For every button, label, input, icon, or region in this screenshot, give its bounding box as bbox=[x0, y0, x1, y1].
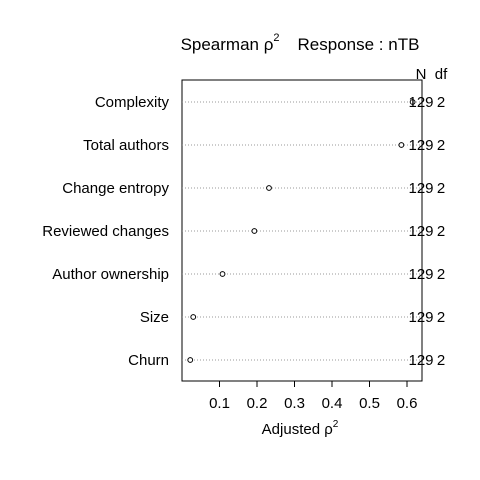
df-value: 2 bbox=[437, 309, 445, 326]
chart-title: Spearman ρ2 Response : nTB bbox=[181, 32, 420, 54]
row-label: Author ownership bbox=[52, 266, 169, 283]
row-label: Complexity bbox=[95, 94, 170, 111]
n-value: 129 bbox=[408, 266, 433, 283]
row-label: Total authors bbox=[83, 137, 169, 154]
n-value: 129 bbox=[408, 137, 433, 154]
row-label: Size bbox=[140, 309, 169, 326]
data-point bbox=[190, 314, 197, 320]
n-value: 129 bbox=[408, 352, 433, 369]
df-value: 2 bbox=[437, 352, 445, 369]
df-value: 2 bbox=[437, 180, 445, 197]
x-axis: 0.1 0.2 0.3 0.4 0.5 0.6 bbox=[209, 380, 418, 412]
x-axis-label: Adjusted ρ2 bbox=[262, 419, 339, 438]
x-tick-label: 0.5 bbox=[359, 395, 380, 412]
column-header-df: df bbox=[435, 66, 448, 83]
n-value: 129 bbox=[408, 309, 433, 326]
column-header-n: N bbox=[416, 66, 427, 83]
df-value: 2 bbox=[437, 137, 445, 154]
row-label: Change entropy bbox=[62, 180, 169, 197]
df-value: 2 bbox=[437, 223, 445, 240]
data-point bbox=[398, 142, 405, 148]
x-axis-label-superscript: 2 bbox=[333, 419, 339, 430]
x-axis-label-base: Adjusted ρ bbox=[262, 421, 333, 438]
data-point bbox=[266, 185, 272, 191]
n-value: 129 bbox=[408, 180, 433, 197]
data-points bbox=[187, 99, 416, 363]
row-labels: Complexity Total authors Change entropy Rev… bbox=[42, 94, 169, 369]
x-tick-label: 0.1 bbox=[209, 395, 230, 412]
chart-title-response: Response : nTB bbox=[298, 35, 420, 54]
chart-title-prefix: Spearman ρ bbox=[181, 35, 274, 54]
x-tick-label: 0.3 bbox=[284, 395, 305, 412]
row-label: Reviewed changes bbox=[42, 223, 169, 240]
data-point bbox=[219, 271, 226, 277]
grid-lines bbox=[182, 101, 422, 361]
chart-title-superscript: 2 bbox=[273, 32, 279, 44]
df-value: 2 bbox=[437, 94, 445, 111]
x-tick-label: 0.4 bbox=[322, 395, 343, 412]
x-tick-label: 0.6 bbox=[397, 395, 418, 412]
data-point bbox=[251, 228, 258, 234]
data-point bbox=[187, 357, 194, 363]
x-tick-label: 0.2 bbox=[247, 395, 268, 412]
data-point bbox=[409, 99, 416, 105]
row-label: Churn bbox=[128, 352, 169, 369]
df-value: 2 bbox=[437, 266, 445, 283]
n-value: 129 bbox=[408, 94, 433, 111]
n-value: 129 bbox=[408, 223, 433, 240]
